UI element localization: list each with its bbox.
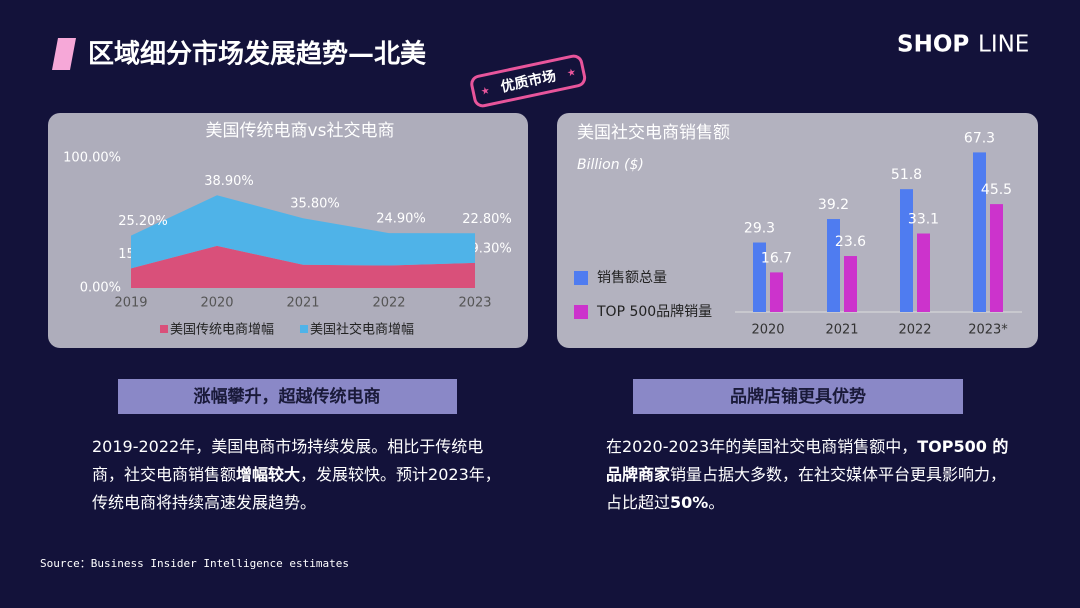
slide-title: 区域细分市场发展趋势—北美 xyxy=(88,39,426,70)
stamp-frame xyxy=(470,54,587,108)
value-label: 23.6 xyxy=(835,234,866,250)
legend-swatch xyxy=(300,325,308,333)
text-run: 2019-2022年，美国电商市场持续发展。相比于传统电商，社交电商销售额 xyxy=(92,437,484,484)
value-label: 16.7 xyxy=(761,250,792,266)
title-accent xyxy=(52,38,76,70)
x-tick-label: 2021 xyxy=(286,296,319,311)
source: Source：Business Insider Intelligence est… xyxy=(40,557,349,570)
bar xyxy=(900,189,913,312)
x-tick-label: 2023* xyxy=(968,323,1008,338)
chart-title: 美国社交电商销售额 xyxy=(577,123,730,143)
value-label: 67.3 xyxy=(964,130,995,146)
legend-swatch xyxy=(574,305,588,319)
panel-body: 2019-2022年，美国电商市场持续发展。相比于传统电商，社交电商销售额增幅较… xyxy=(92,433,512,517)
bar xyxy=(827,219,840,312)
x-tick-label: 2022 xyxy=(898,323,931,338)
logo-bold: SHOP xyxy=(897,32,969,58)
panel-body: 在2020-2023年的美国社交电商销售额中，TOP500 的品牌商家销量占据大… xyxy=(606,433,1016,517)
text-run: 。 xyxy=(708,493,725,512)
value-label: 39.2 xyxy=(818,197,849,213)
bar xyxy=(990,204,1003,312)
value-label: 45.5 xyxy=(981,182,1012,198)
logo-light: LINE xyxy=(978,32,1029,58)
text-run: TOP500 的品牌商家 xyxy=(606,437,1009,484)
stamp-star: ★ xyxy=(566,67,577,80)
y-axis-label: Billion ($) xyxy=(577,157,644,173)
bar xyxy=(753,242,766,312)
value-label: 25.20% xyxy=(118,214,168,229)
legend-label: 美国社交电商增幅 xyxy=(310,322,414,338)
legend-label: TOP 500品牌销量 xyxy=(596,303,712,320)
legend-swatch xyxy=(160,325,168,333)
value-label: 35.80% xyxy=(290,197,340,212)
x-tick-label: 2022 xyxy=(372,296,405,311)
chart-title: 美国传统电商vs社交电商 xyxy=(206,121,395,141)
bar xyxy=(770,272,783,312)
y-tick-label: 100.00% xyxy=(63,151,121,166)
panel-heading: 涨幅攀升，超越传统电商 xyxy=(194,386,381,407)
x-tick-label: 2020 xyxy=(200,296,233,311)
legend-label: 美国传统电商增幅 xyxy=(170,323,274,338)
legend-swatch xyxy=(574,271,588,285)
value-label: 22.80% xyxy=(462,212,512,227)
stamp-star: ★ xyxy=(480,85,491,98)
bar xyxy=(844,256,857,312)
ribbon xyxy=(633,379,963,414)
bar xyxy=(917,233,930,312)
ribbon xyxy=(118,379,457,414)
text-run: 增幅较大 xyxy=(236,465,301,484)
area xyxy=(131,245,475,288)
value-label: 38.90% xyxy=(204,174,254,189)
text-run: ，发展较快。预计2023年，传统电商将持续高速发展趋势。 xyxy=(92,465,501,512)
panel-heading: 品牌店铺更具优势 xyxy=(730,386,866,407)
x-tick-label: 2020 xyxy=(751,323,784,338)
value-label: 33.1 xyxy=(908,212,939,228)
value-label: 51.8 xyxy=(891,167,922,183)
text-run: 销量占据大多数，在社交媒体平台更具影响力，占比超过 xyxy=(606,465,1007,512)
value-label: 29.3 xyxy=(744,221,775,237)
x-tick-label: 2019 xyxy=(114,296,147,311)
x-tick-label: 2023 xyxy=(458,296,491,311)
text-run: 在2020-2023年的美国社交电商销售额中， xyxy=(606,437,918,456)
stamp: 优质市场 ★ ★ xyxy=(470,54,587,108)
x-tick-label: 2021 xyxy=(825,323,858,338)
area xyxy=(131,195,475,269)
y-tick-label: 0.00% xyxy=(80,281,121,296)
text-run: 50% xyxy=(670,493,709,512)
bar xyxy=(973,152,986,312)
legend-label: 销售额总量 xyxy=(597,270,667,286)
value-label: 24.90% xyxy=(376,212,426,227)
